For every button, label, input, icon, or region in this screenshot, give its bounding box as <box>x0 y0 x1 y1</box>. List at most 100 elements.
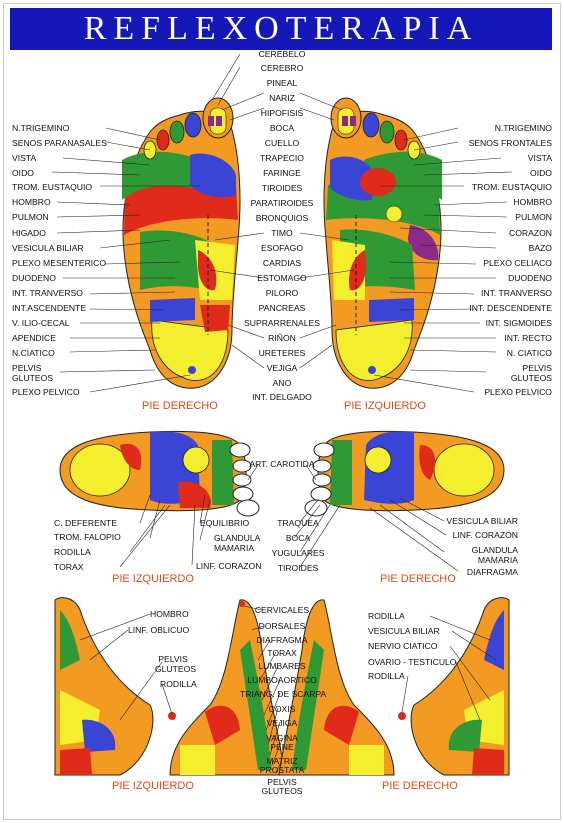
side-center-label: COXIS <box>268 704 296 714</box>
sole-right-label: DUODENO <box>508 273 552 283</box>
side-center-label: VAGINA <box>266 733 298 743</box>
side-center-label: TRIANG. DE SCARPA <box>240 689 327 699</box>
top-right-label: MAMARIA <box>477 555 518 565</box>
caption-sole-right: PIE DERECHO <box>142 400 218 412</box>
sole-right-label: OIDO <box>530 168 552 178</box>
page-frame <box>3 3 561 820</box>
sole-center-label: CEREBRO <box>260 63 304 73</box>
sole-right-label: INT. DESCENDENTE <box>469 303 552 313</box>
sole-right-label: PLEXO PELVICO <box>484 387 552 397</box>
side-center-label: PENE <box>270 742 294 752</box>
side-left-label: PELVIS <box>158 654 188 664</box>
side-left-label: LINF. OBLICUO <box>128 625 190 635</box>
side-center-label: DIAFRAGMA <box>256 635 308 645</box>
side-center-label: TORAX <box>267 648 297 658</box>
side-center-label: GLUTEOS <box>261 786 303 796</box>
sole-center-label: BOCA <box>269 123 295 133</box>
sole-left-label: GLUTEOS <box>12 373 54 383</box>
side-center-label: LUMBOAORTICO <box>247 675 317 685</box>
sole-left-label: HOMBRO <box>12 197 51 207</box>
sole-left-label: N.CIATICO <box>12 348 55 358</box>
top-view-right-foot <box>304 430 505 517</box>
sole-left-label: DUODENO <box>12 273 56 283</box>
side-center-label: PROSTATA <box>259 765 305 775</box>
sole-left-label: INT. TRANVERSO <box>12 288 83 298</box>
sole-center-label: ESTOMAGO <box>257 273 307 283</box>
sole-center-label: VEJIGA <box>266 363 298 373</box>
top-left-label: C. DEFERENTE <box>54 518 118 528</box>
sole-left-label: PELVIS <box>12 363 42 373</box>
sole-left-label: VISTA <box>12 153 37 163</box>
side-center-label: DORSALES <box>258 621 306 631</box>
leader-lines <box>51 53 513 773</box>
side-right-label: VESICULA BILIAR <box>368 626 440 636</box>
sole-right-label: VISTA <box>527 153 552 163</box>
sole-center-label: PARATIROIDES <box>250 198 314 208</box>
side-right-label: OVARIO - TESTICULO <box>368 657 457 667</box>
sole-center-label: NARIZ <box>269 93 295 103</box>
sole-left-label: INT.ASCENDENTE <box>12 303 87 313</box>
sole-center-label: CARDIAS <box>262 258 302 268</box>
sole-left-label: PULMON <box>12 212 49 222</box>
sole-center-label: TIROIDES <box>261 183 303 193</box>
sole-left-label: SENOS PARANASALES <box>12 138 107 148</box>
sole-right-label: INT. SIGMOIDES <box>485 318 552 328</box>
top-midleft-label: EQUILIBRIO <box>200 518 250 528</box>
side-right-label: NERVIO CIATICO <box>368 641 438 651</box>
side-outer-right-foot <box>410 597 510 776</box>
sole-center-label: CEREBELO <box>258 49 306 59</box>
top-midleft-label: MAMARIA <box>214 543 255 553</box>
sole-right-label: PLEXO CELIACO <box>483 258 552 268</box>
top-right-label: GLANDULA <box>471 545 518 555</box>
side-right-label: RODILLA <box>368 671 405 681</box>
side-left-label: GLUTEOS <box>155 664 197 674</box>
sole-right-label: BAZO <box>528 243 552 253</box>
sole-right-label: INT. RECTO <box>504 333 552 343</box>
side-right-label: RODILLA <box>368 611 405 621</box>
top-left-label: TORAX <box>54 562 84 572</box>
sole-left-label: N.TRIGEMINO <box>12 123 70 133</box>
sole-right-label: PELVIS <box>522 363 552 373</box>
sole-center-label: BRONQUIOS <box>255 213 309 223</box>
caption-sole-left: PIE IZQUIERDO <box>344 400 426 412</box>
sole-center-label: CUELLO <box>264 138 300 148</box>
top-center-label: BOCA <box>285 533 311 543</box>
sole-right-label: TROM. EUSTAQUIO <box>471 182 552 192</box>
sole-center-label: INT. DELGADO <box>252 392 312 402</box>
sole-left-label: VESICULA BILIAR <box>12 243 84 253</box>
top-midleft-label: GLANDULA <box>214 533 261 543</box>
top-left-label: TROM. FALOPIO <box>54 532 121 542</box>
sole-left-label: APENDICE <box>12 333 56 343</box>
top-left-label: RODILLA <box>54 547 91 557</box>
sole-right-label: N. CIATICO <box>506 348 552 358</box>
side-outer-left-foot <box>54 597 154 776</box>
caption-side-left: PIE IZQUIERDO <box>112 780 194 792</box>
caption-top-right: PIE DERECHO <box>380 573 456 585</box>
sole-left-label: PLEXO PELVICO <box>12 387 80 397</box>
side-left-label: RODILLA <box>160 679 197 689</box>
caption-side-right: PIE DERECHO <box>382 780 458 792</box>
sole-right-label: INT. TRANVERSO <box>481 288 552 298</box>
sole-right-label: PULMON <box>515 212 552 222</box>
sole-right-label: HOMBRO <box>513 197 552 207</box>
sole-center-label: ESOFAGO <box>260 243 304 253</box>
sole-center-label: PILORO <box>265 288 299 298</box>
sole-left-label: HIGADO <box>12 228 46 238</box>
top-right-label: DIAFRAGMA <box>466 567 518 577</box>
side-center-label: CERVICALES <box>254 605 310 615</box>
side-center-label: PELVIS <box>267 777 297 787</box>
sole-right-label: N.TRIGEMINO <box>494 123 552 133</box>
top-midleft-label: LINF. CORAZON <box>196 561 262 571</box>
top-center-label: TRAQUEA <box>277 518 319 528</box>
sole-center-label: HIPOFISIS <box>260 108 304 118</box>
side-center-label: VEJIGA <box>266 718 298 728</box>
sole-left-label: PLEXO MESENTERICO <box>12 258 107 268</box>
sole-left-foot <box>323 97 442 389</box>
sole-left-label: TROM. EUSTAQUIO <box>12 182 93 192</box>
sole-right-label: CORAZON <box>509 228 552 238</box>
sole-center-label: PINEAL <box>266 78 298 88</box>
sole-left-label: V. ILIO-CECAL <box>12 318 70 328</box>
top-center-label: YUGULARES <box>271 548 325 558</box>
top-right-label: VESICULA BILIAR <box>446 516 518 526</box>
